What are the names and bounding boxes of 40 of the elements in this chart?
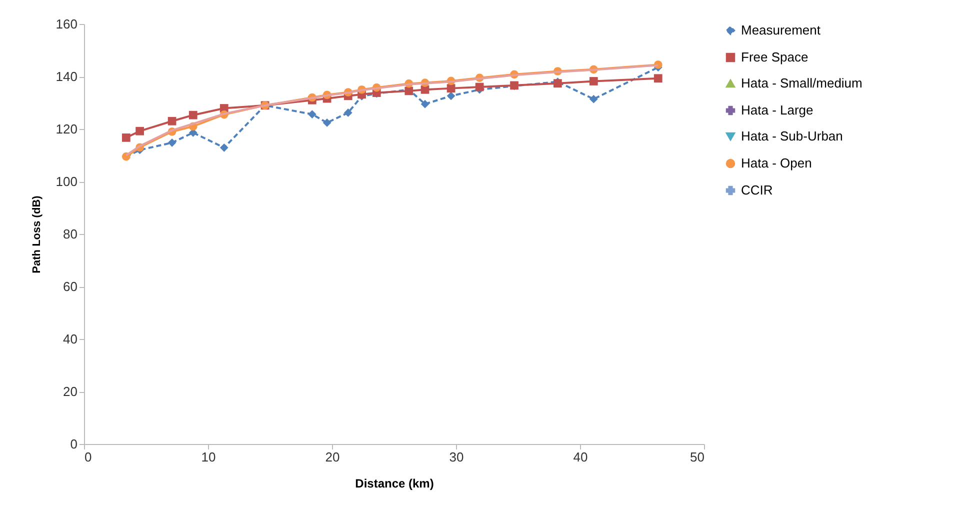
point xyxy=(308,110,316,118)
point xyxy=(589,77,598,86)
legend-label: Free Space xyxy=(741,50,808,64)
x-tick-label: 40 xyxy=(573,450,588,464)
y-axis-title: Path Loss (dB) xyxy=(30,195,43,274)
y-tick-label: 140 xyxy=(56,69,78,84)
x-tick-label: 20 xyxy=(325,450,340,464)
point xyxy=(122,133,130,142)
x-axis-title: Distance (km) xyxy=(355,476,434,490)
point xyxy=(344,108,352,117)
x-tick-label: 50 xyxy=(690,450,704,464)
point xyxy=(589,94,598,104)
point xyxy=(168,138,176,147)
x-tick-label: 10 xyxy=(201,450,216,464)
point xyxy=(168,116,176,126)
x-tick-label: 30 xyxy=(449,450,464,464)
legend-label: Hata - Open xyxy=(741,156,812,170)
y-tick-label: 60 xyxy=(63,279,78,294)
legend-label: Hata - Large xyxy=(741,102,814,118)
y-tick-label: 20 xyxy=(63,384,78,399)
y-tick-label: 80 xyxy=(63,226,78,242)
y-tick-label: 40 xyxy=(63,332,78,346)
x-tick-label: 0 xyxy=(84,450,92,464)
point xyxy=(475,82,484,92)
point xyxy=(446,84,456,92)
y-tick-label: 120 xyxy=(56,122,78,136)
y-tick-label: 0 xyxy=(70,436,78,452)
point xyxy=(136,126,144,136)
legend-label: Measurement xyxy=(741,22,821,38)
point xyxy=(322,118,332,127)
point xyxy=(446,92,456,100)
y-tick-label: 160 xyxy=(56,16,78,32)
legend-label: CCIR xyxy=(741,182,773,198)
point xyxy=(420,100,430,108)
legend-label: Hata - Small/medium xyxy=(741,76,862,90)
point xyxy=(220,143,228,152)
point xyxy=(654,74,662,83)
y-tick-label: 100 xyxy=(56,174,78,189)
point xyxy=(188,110,198,120)
legend-label: Hata - Sub-Urban xyxy=(741,128,843,144)
